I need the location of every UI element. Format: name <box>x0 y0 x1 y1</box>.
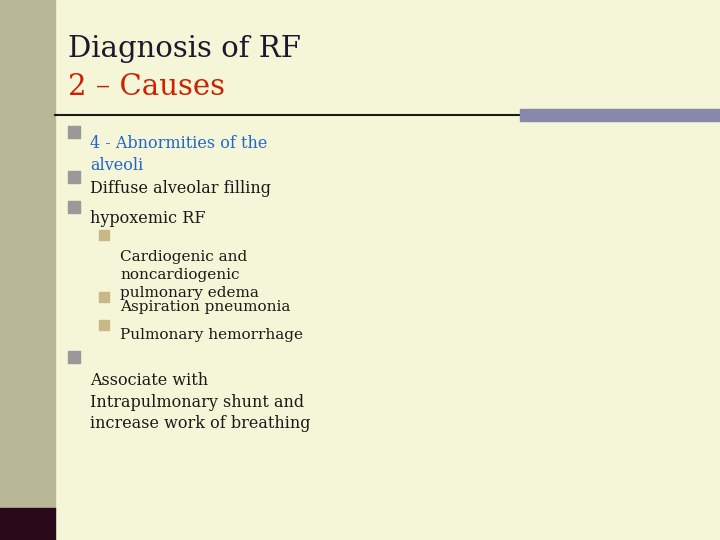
Text: 4 - Abnormities of the
alveoli: 4 - Abnormities of the alveoli <box>90 135 267 173</box>
Text: Pulmonary hemorrhage: Pulmonary hemorrhage <box>120 328 303 342</box>
Text: Diagnosis of RF: Diagnosis of RF <box>68 35 301 63</box>
Text: Cardiogenic and
noncardiogenic
pulmonary edema: Cardiogenic and noncardiogenic pulmonary… <box>120 250 259 300</box>
Point <box>98 293 109 301</box>
Text: 2 – Causes: 2 – Causes <box>68 73 225 101</box>
Text: Diffuse alveolar filling: Diffuse alveolar filling <box>90 180 271 197</box>
Bar <box>520 109 720 121</box>
Point <box>68 127 80 136</box>
Bar <box>0 508 55 540</box>
Bar <box>0 0 55 510</box>
Point <box>68 353 80 361</box>
Text: hypoxemic RF: hypoxemic RF <box>90 210 205 227</box>
Point <box>68 202 80 211</box>
Point <box>98 231 109 239</box>
Text: Associate with
Intrapulmonary shunt and
increase work of breathing: Associate with Intrapulmonary shunt and … <box>90 372 310 432</box>
Point <box>68 173 80 181</box>
Text: Aspiration pneumonia: Aspiration pneumonia <box>120 300 290 314</box>
Point <box>98 321 109 329</box>
